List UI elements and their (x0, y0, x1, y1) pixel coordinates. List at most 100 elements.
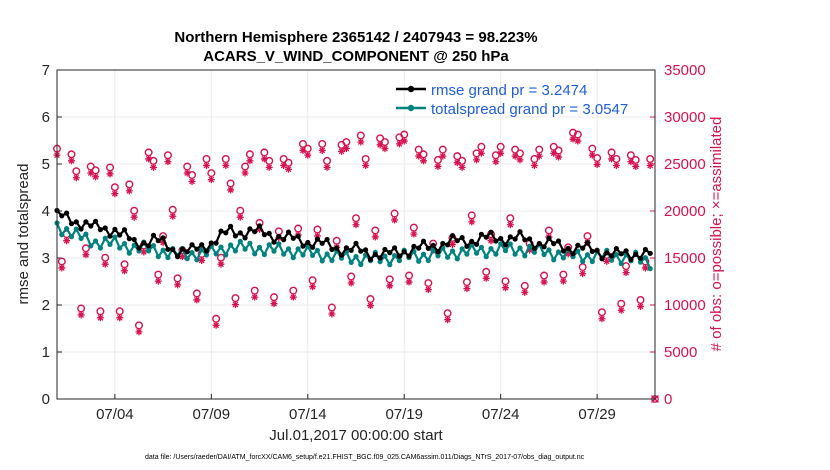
totalspread-point (64, 226, 70, 232)
assimilated-obs-marker (405, 278, 413, 286)
totalspread-point (416, 258, 422, 264)
totalspread-point (546, 247, 552, 253)
totalspread-point (502, 248, 509, 254)
rmse-point (194, 246, 200, 252)
left-y-tick-label: 1 (42, 344, 50, 361)
totalspread-point (435, 253, 441, 259)
rmse-point (271, 239, 277, 245)
assimilated-obs-marker (96, 314, 104, 322)
assimilated-obs-marker (463, 285, 471, 293)
totalspread-point (232, 248, 238, 254)
totalspread-point (97, 245, 103, 251)
totalspread-point (637, 259, 644, 265)
rmse-point (281, 237, 287, 243)
rmse-point (387, 250, 393, 256)
x-axis-label: Jul.01,2017 00:00:00 start (269, 427, 443, 444)
assimilated-obs-marker (178, 253, 186, 261)
rmse-point (324, 236, 330, 243)
x-tick-label: 07/24 (482, 406, 520, 423)
left-y-tick-label: 0 (42, 391, 50, 408)
rmse-point (199, 242, 205, 248)
assimilated-obs-marker (149, 163, 157, 171)
totalspread-point (93, 238, 99, 244)
assimilated-obs-marker (453, 159, 461, 167)
assimilated-obs-marker (386, 282, 394, 290)
totalspread-point (498, 241, 504, 247)
right-y-tick-label: 0 (664, 391, 672, 408)
assimilated-obs-marker (506, 221, 514, 229)
rmse-point (580, 245, 586, 251)
assimilated-obs-marker (251, 293, 259, 301)
totalspread-point (276, 241, 282, 247)
totalspread-point (560, 255, 567, 261)
rmse-point (469, 238, 475, 244)
assimilated-obs-marker (352, 221, 360, 229)
totalspread-point (247, 240, 253, 246)
totalspread-point (121, 241, 128, 247)
assimilated-obs-marker (612, 162, 620, 169)
assimilated-obs-marker (256, 225, 264, 233)
totalspread-point (271, 248, 277, 254)
assimilated-obs-marker (424, 286, 432, 294)
assimilated-obs-marker (617, 306, 625, 314)
totalspread-point (493, 251, 499, 257)
assimilated-obs-marker (458, 163, 466, 171)
rmse-point (609, 253, 615, 259)
assimilated-obs-marker (434, 162, 442, 170)
assimilated-obs-marker (121, 267, 129, 275)
assimilated-obs-marker (116, 314, 124, 322)
assimilated-obs-marker (410, 230, 418, 238)
rmse-point (334, 245, 340, 251)
legend[interactable]: rmse grand pr = 3.2474 totalspread grand… (396, 82, 628, 118)
totalspread-point (223, 252, 229, 258)
rmse-point (276, 233, 282, 239)
rmse-point (223, 230, 229, 236)
left-y-axis-label: rmse and totalspread (15, 164, 32, 305)
totalspread-point (464, 251, 470, 257)
assimilated-obs-marker (106, 170, 114, 178)
assimilated-obs-marker (58, 264, 66, 272)
assimilated-obs-marker (555, 153, 563, 161)
rmse-series (54, 207, 653, 262)
rmse-point (218, 228, 224, 234)
totalspread-point (420, 251, 427, 257)
assimilated-obs-marker (92, 173, 100, 181)
rmse-point (628, 256, 634, 262)
legend-spread-label: totalspread grand pr = 3.0547 (431, 101, 628, 118)
rmse-point (83, 219, 89, 225)
assimilated-obs-marker (439, 152, 447, 160)
assimilated-obs-marker (381, 145, 389, 153)
assimilated-obs-marker (473, 156, 481, 164)
rmse-point (493, 238, 499, 244)
rmse-point (165, 246, 171, 252)
rmse-point (97, 227, 103, 233)
totalspread-point (68, 234, 75, 240)
assimilated-obs-marker (125, 187, 133, 195)
assimilated-obs-marker (376, 141, 384, 149)
rmse-point (329, 246, 335, 252)
assimilated-obs-marker (448, 240, 456, 248)
assimilated-obs-marker (521, 288, 529, 296)
rmse-point (290, 235, 296, 241)
rmse-point (348, 247, 354, 253)
rmse-point (382, 246, 388, 253)
rmse-point (247, 226, 253, 232)
assimilated-obs-marker (183, 169, 191, 177)
totalspread-point (126, 250, 132, 256)
rmse-point (430, 242, 436, 248)
assimilated-obs-marker (535, 152, 543, 160)
rmse-point (425, 245, 431, 251)
totalspread-point (589, 258, 595, 265)
rmse-point (189, 242, 195, 248)
rmse-point (637, 255, 644, 261)
assimilated-obs-marker (231, 301, 239, 309)
assimilated-obs-marker (415, 152, 423, 160)
totalspread-point (522, 253, 528, 259)
rmse-point (623, 248, 629, 254)
rmse-point (464, 243, 470, 249)
assimilated-obs-marker (420, 157, 428, 165)
assimilated-obs-marker (477, 149, 485, 157)
rmse-point (310, 244, 316, 250)
assimilated-obs-marker (497, 149, 505, 157)
assimilated-obs-marker (313, 232, 321, 240)
